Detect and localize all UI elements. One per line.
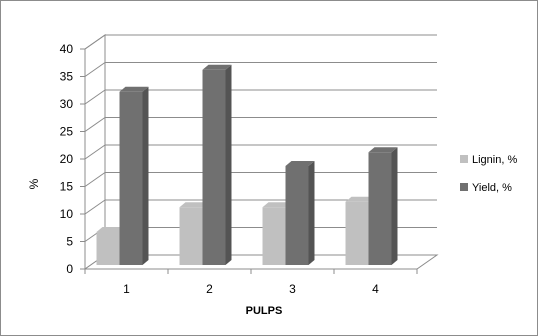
y-tick-label: 25: [60, 125, 74, 139]
bar-top: [285, 161, 315, 166]
bar-top: [345, 196, 375, 202]
y-tick-label: 15: [60, 180, 74, 194]
gridline-diagonal: [84, 34, 106, 50]
bar-yield-2: [202, 64, 232, 265]
bar-top: [262, 202, 292, 208]
bar-top: [119, 86, 149, 92]
y-tick-label: 20: [60, 152, 74, 166]
legend: Lignin, % Yield, %: [460, 154, 517, 194]
bar-side: [225, 64, 232, 265]
bar-yield-1: [119, 86, 149, 265]
bar-yield-3: [285, 161, 315, 265]
bar-top: [368, 147, 398, 153]
x-tick-label: 4: [372, 282, 379, 296]
gridline-diagonal: [84, 117, 106, 132]
y-tick-label: 0: [66, 262, 73, 276]
y-tick-label: 35: [60, 70, 74, 84]
gridline-diagonal: [84, 172, 106, 187]
y-axis-ticks: 0 5 10 15 20 25 30 35 40: [60, 42, 85, 276]
y-tick-label: 10: [60, 207, 74, 221]
y-tick-label: 5: [66, 235, 73, 249]
x-axis-ticks: 1 2 3 4: [84, 269, 418, 296]
bars: [96, 64, 398, 265]
bar-side: [391, 147, 398, 265]
x-tick-label: 3: [289, 282, 296, 296]
y-axis-title: %: [27, 178, 41, 189]
legend-swatch: [460, 183, 468, 191]
bar-side: [308, 161, 315, 265]
bar-front: [262, 207, 286, 265]
bar-front: [179, 207, 203, 265]
x-tick-label: 1: [123, 282, 130, 296]
bar-side: [142, 86, 149, 265]
bar-front: [345, 201, 369, 265]
bar-top: [96, 227, 126, 232]
bar-front: [202, 69, 226, 265]
legend-label: Lignin, %: [472, 154, 517, 166]
bar-yield-4: [368, 147, 398, 265]
x-tick-label: 2: [206, 282, 213, 296]
bar-top: [202, 64, 232, 70]
bar-front: [119, 91, 143, 265]
legend-label: Yield, %: [472, 182, 512, 194]
gridline-diagonal: [84, 89, 106, 105]
x-axis-title: PULPS: [246, 305, 283, 317]
y-tick-label: 40: [60, 42, 74, 56]
gridline-diagonal: [84, 144, 106, 160]
gridline-diagonal: [84, 62, 106, 77]
y-tick-label: 30: [60, 97, 74, 111]
bar-front: [368, 152, 392, 265]
bar-front: [285, 166, 309, 265]
gridline-diagonal: [84, 199, 106, 215]
legend-swatch: [460, 155, 468, 163]
bar-front: [96, 232, 120, 265]
bar-top: [179, 202, 209, 208]
